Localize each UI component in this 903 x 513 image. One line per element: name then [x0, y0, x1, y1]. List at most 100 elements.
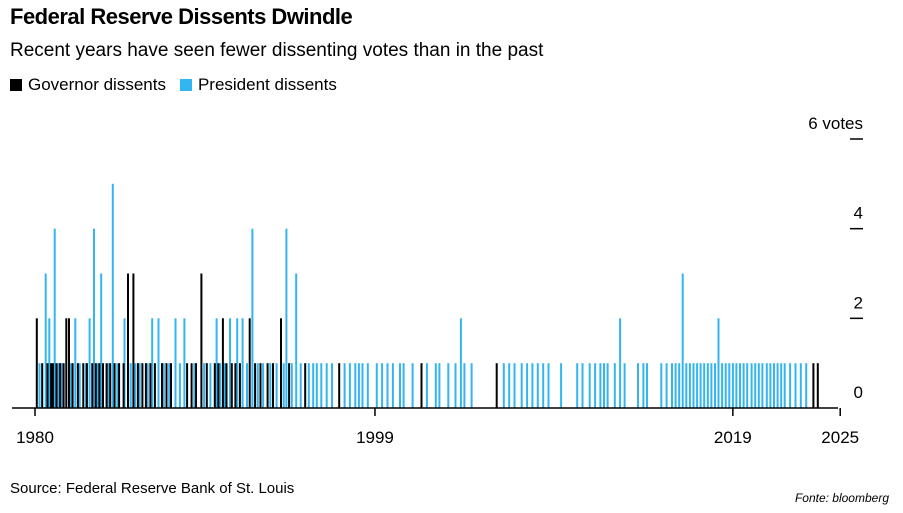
bar-governor-2	[46, 363, 49, 408]
bar-governor-12	[82, 363, 85, 408]
bar-president-134	[794, 363, 797, 408]
bar-president-6	[69, 363, 72, 408]
bar-president-12	[96, 363, 99, 408]
bar-president-67	[411, 363, 414, 408]
bar-president-65	[399, 363, 401, 408]
bar-president-86	[576, 363, 579, 408]
bar-president-29	[193, 363, 196, 408]
bar-president-93	[613, 363, 616, 408]
bar-governor-43	[234, 363, 237, 408]
bar-president-3	[53, 228, 56, 408]
bar-governor-48	[266, 363, 269, 408]
bar-president-112	[710, 363, 713, 408]
bar-president-70	[438, 363, 441, 408]
bar-president-98	[646, 363, 648, 408]
bar-president-15	[111, 183, 114, 408]
bar-governor-44	[238, 363, 241, 408]
bar-president-37	[241, 318, 244, 408]
bar-president-81	[531, 363, 534, 408]
bar-president-66	[402, 363, 405, 408]
bar-president-84	[547, 363, 550, 408]
y-tick-label-2: 4	[854, 204, 863, 223]
bar-president-117	[728, 363, 731, 408]
bar-governor-8	[65, 318, 68, 408]
bar-president-19	[134, 363, 137, 408]
bar-president-109	[699, 363, 702, 408]
bar-president-39	[251, 228, 254, 408]
bar-governor-18	[105, 363, 108, 408]
bar-president-69	[434, 363, 437, 408]
bar-president-23	[157, 318, 160, 408]
bar-governor-54	[420, 363, 423, 408]
bar-governor-24	[132, 273, 135, 408]
bar-governor-7	[62, 363, 65, 408]
legend: Governor dissents President dissents	[10, 75, 351, 95]
bar-president-88	[588, 363, 591, 408]
bar-president-120	[739, 363, 741, 408]
bar-governor-28	[149, 363, 152, 408]
bar-governor-45	[248, 318, 251, 408]
bar-president-110	[703, 363, 706, 408]
bar-governor-39	[217, 363, 220, 408]
bar-president-87	[581, 363, 584, 408]
bar-governor-22	[122, 363, 125, 408]
bar-president-123	[750, 363, 753, 408]
bar-president-18	[129, 363, 132, 408]
bar-president-114	[717, 318, 720, 408]
bar-president-20	[138, 363, 141, 408]
bar-president-59	[361, 363, 364, 408]
bar-president-5	[60, 363, 63, 408]
bar-president-62	[381, 363, 384, 408]
legend-label-president: President dissents	[197, 75, 337, 94]
bar-president-33	[219, 363, 222, 408]
bar-president-47	[295, 273, 298, 408]
bar-governor-53	[338, 363, 341, 408]
x-tick-label-1: 1999	[356, 428, 394, 447]
bar-governor-14	[91, 363, 94, 408]
bar-governor-51	[288, 363, 291, 408]
bar-president-79	[520, 363, 523, 408]
bar-governor-32	[170, 363, 172, 408]
x-tick-label-0: 1980	[16, 428, 54, 447]
bar-governor-40	[221, 318, 224, 408]
bar-president-1	[44, 273, 47, 408]
bar-governor-16	[98, 363, 101, 408]
bar-president-42	[269, 363, 272, 408]
bar-president-0	[38, 363, 41, 408]
bar-president-128	[769, 363, 772, 408]
bar-president-28	[183, 318, 186, 408]
bar-governor-23	[127, 273, 129, 408]
bar-president-11	[93, 228, 95, 408]
bar-president-27	[178, 363, 181, 408]
bar-governor-46	[254, 363, 257, 408]
bar-president-118	[731, 363, 734, 408]
bar-governor-4	[51, 363, 54, 408]
bar-governor-37	[205, 363, 208, 408]
bar-governor-25	[136, 363, 139, 408]
bar-president-13	[100, 273, 103, 408]
bar-president-133	[789, 363, 792, 408]
bar-president-36	[236, 318, 239, 408]
credit-note: Fonte: bloomberg	[794, 491, 889, 505]
bar-president-40	[256, 363, 259, 408]
bar-president-94	[619, 318, 622, 408]
bar-president-53	[325, 363, 328, 408]
bar-president-82	[536, 363, 539, 408]
bar-president-10	[88, 318, 91, 408]
bar-president-75	[470, 363, 473, 408]
bar-governor-36	[200, 273, 203, 408]
bar-governor-42	[230, 363, 233, 408]
bar-president-91	[603, 363, 605, 408]
bar-president-32	[215, 318, 218, 408]
bar-governor-15	[94, 363, 97, 408]
x-tick-label-3: 2025	[821, 428, 859, 447]
bar-governor-0	[35, 318, 38, 408]
bar-governor-55	[495, 363, 498, 408]
bar-president-4	[57, 363, 60, 408]
bar-president-111	[706, 363, 709, 408]
bar-governor-26	[141, 363, 144, 408]
bar-president-48	[299, 363, 302, 408]
bar-president-108	[696, 363, 699, 408]
bar-president-101	[671, 363, 673, 408]
